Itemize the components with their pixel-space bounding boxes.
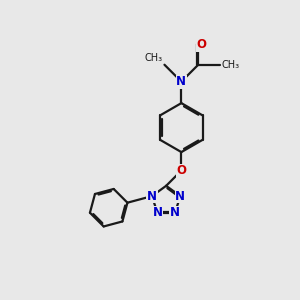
Text: O: O [176,164,186,177]
Text: CH₃: CH₃ [145,52,163,63]
Text: N: N [170,206,180,219]
Text: N: N [176,190,185,202]
Text: O: O [197,38,207,51]
Text: CH₃: CH₃ [221,60,239,70]
Text: N: N [152,206,162,219]
Text: N: N [147,190,157,202]
Text: N: N [176,75,186,88]
